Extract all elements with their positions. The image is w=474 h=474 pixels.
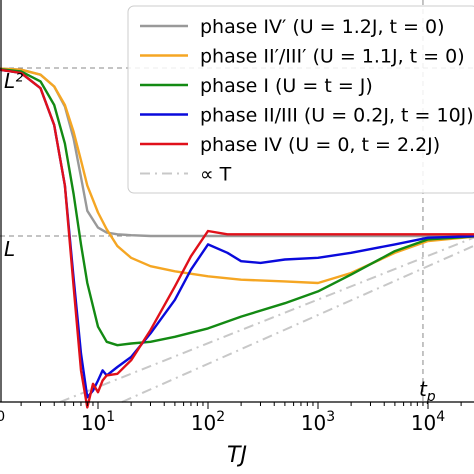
series-layer	[0, 67, 474, 409]
legend-label-3: phase II/III (U = 0.2J, t = 10J)	[200, 105, 474, 127]
series-line-1	[0, 67, 474, 285]
x-tick-label-2: 102	[191, 409, 225, 435]
legend-label-1: phase II′/III′ (U = 1.1J, t = 0)	[200, 46, 465, 68]
legend-label-4: phase IV (U = 0, t = 2.2J)	[200, 134, 440, 156]
legend-label-5: ∝ T	[200, 164, 232, 186]
x-axis-label: TJ	[227, 443, 247, 468]
x-tick-label-4: 104	[411, 409, 445, 435]
y-level-label-l: L	[4, 237, 15, 261]
x-tick-label-1: 101	[81, 409, 115, 435]
y-level-label-l-squared: L²	[4, 69, 23, 93]
proportional-t-line-1	[121, 244, 474, 403]
series-line-2	[0, 68, 474, 347]
series-line-4	[0, 68, 474, 409]
legend: phase IV′ (U = 1.2J, t = 0) phase II′/III…	[127, 5, 474, 194]
legend-label-2: phase I (U = t = J)	[200, 75, 373, 97]
vertical-marker-label: tp	[419, 377, 436, 405]
proportional-t-line-0	[59, 236, 474, 403]
x-tick-label-3: 103	[301, 409, 335, 435]
legend-box	[127, 5, 474, 194]
x-tick-label-0: 100	[0, 409, 5, 435]
legend-label-0: phase IV′ (U = 1.2J, t = 0)	[200, 16, 445, 38]
